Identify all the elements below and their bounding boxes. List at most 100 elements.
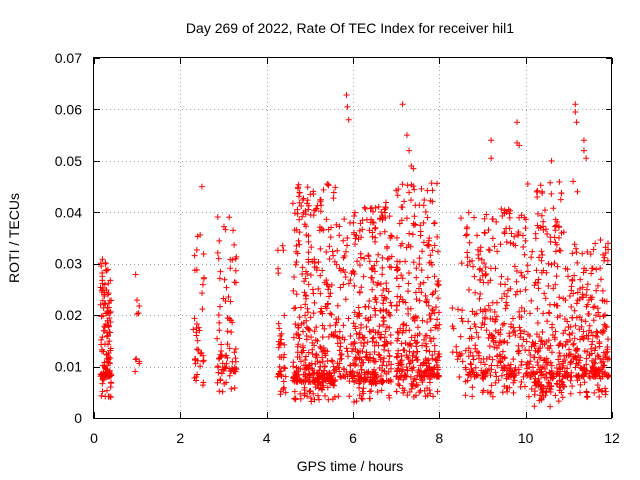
plot-frame bbox=[93, 57, 612, 419]
data-point bbox=[303, 353, 310, 360]
data-point bbox=[571, 241, 578, 248]
data-point bbox=[553, 273, 560, 280]
data-point bbox=[481, 371, 488, 378]
data-point bbox=[345, 353, 352, 360]
data-point bbox=[566, 351, 573, 358]
data-point bbox=[464, 254, 471, 261]
data-point bbox=[434, 180, 441, 187]
data-point bbox=[559, 381, 566, 388]
data-point bbox=[420, 360, 427, 367]
data-point bbox=[556, 370, 563, 377]
data-point bbox=[418, 373, 425, 380]
data-point bbox=[294, 354, 301, 361]
data-point bbox=[556, 178, 563, 185]
data-point bbox=[467, 325, 474, 332]
data-point bbox=[102, 301, 109, 308]
data-point bbox=[513, 267, 520, 274]
data-point bbox=[414, 357, 421, 364]
data-point bbox=[412, 332, 419, 339]
data-point bbox=[456, 373, 463, 380]
data-point bbox=[513, 278, 520, 285]
data-point bbox=[543, 269, 550, 276]
data-point bbox=[303, 232, 310, 239]
data-point bbox=[520, 244, 527, 251]
data-point bbox=[491, 243, 498, 250]
data-point bbox=[394, 367, 401, 374]
data-point bbox=[217, 351, 224, 358]
data-point bbox=[543, 388, 550, 395]
data-point bbox=[105, 290, 112, 297]
data-point bbox=[317, 208, 324, 215]
data-point bbox=[556, 361, 563, 368]
data-point bbox=[537, 182, 544, 189]
data-point bbox=[371, 349, 378, 356]
data-point bbox=[574, 377, 581, 384]
data-point bbox=[534, 320, 541, 327]
data-point bbox=[299, 342, 306, 349]
data-point bbox=[504, 276, 511, 283]
data-point bbox=[520, 373, 527, 380]
data-point bbox=[491, 344, 498, 351]
data-point bbox=[429, 352, 436, 359]
data-point bbox=[505, 362, 512, 369]
data-point bbox=[570, 341, 577, 348]
data-point bbox=[537, 338, 544, 345]
data-point bbox=[413, 265, 420, 272]
data-point bbox=[356, 354, 363, 361]
data-point bbox=[303, 295, 310, 302]
data-point bbox=[541, 340, 548, 347]
data-point bbox=[531, 354, 538, 361]
data-point bbox=[597, 237, 604, 244]
data-point bbox=[275, 344, 282, 351]
data-point bbox=[197, 363, 204, 370]
data-point bbox=[375, 342, 382, 349]
data-point bbox=[538, 395, 545, 402]
data-point bbox=[295, 371, 302, 378]
data-point bbox=[310, 374, 317, 381]
data-point bbox=[421, 336, 428, 343]
data-point bbox=[493, 373, 500, 380]
data-point bbox=[494, 345, 501, 352]
data-point bbox=[541, 290, 548, 297]
data-point bbox=[277, 332, 284, 339]
data-point bbox=[414, 348, 421, 355]
data-point bbox=[462, 392, 469, 399]
data-point bbox=[434, 325, 441, 332]
data-point bbox=[99, 388, 106, 395]
data-point bbox=[282, 373, 289, 380]
data-point bbox=[538, 387, 545, 394]
data-point bbox=[377, 281, 384, 288]
data-point bbox=[535, 285, 542, 292]
data-point bbox=[354, 258, 361, 265]
data-point bbox=[592, 240, 599, 247]
data-point bbox=[431, 242, 438, 249]
data-point bbox=[534, 194, 541, 201]
data-point bbox=[277, 340, 284, 347]
data-point bbox=[541, 207, 548, 214]
data-point bbox=[275, 270, 282, 277]
data-point bbox=[487, 372, 494, 379]
data-point bbox=[541, 365, 548, 372]
data-point bbox=[386, 263, 393, 270]
data-point bbox=[232, 346, 239, 353]
data-point bbox=[351, 271, 358, 278]
data-point bbox=[410, 165, 417, 172]
data-point bbox=[519, 342, 526, 349]
data-point bbox=[332, 184, 339, 191]
data-point bbox=[351, 340, 358, 347]
data-point bbox=[589, 294, 596, 301]
data-point bbox=[306, 361, 313, 368]
data-point bbox=[511, 327, 518, 334]
data-point bbox=[364, 339, 371, 346]
data-point bbox=[583, 292, 590, 299]
data-point bbox=[293, 330, 300, 337]
data-point bbox=[330, 252, 337, 259]
data-point bbox=[372, 358, 379, 365]
data-point bbox=[477, 359, 484, 366]
data-point bbox=[374, 282, 381, 289]
data-point bbox=[296, 335, 303, 342]
data-point bbox=[518, 362, 525, 369]
data-point bbox=[535, 362, 542, 369]
data-point bbox=[313, 324, 320, 331]
data-point bbox=[311, 342, 318, 349]
